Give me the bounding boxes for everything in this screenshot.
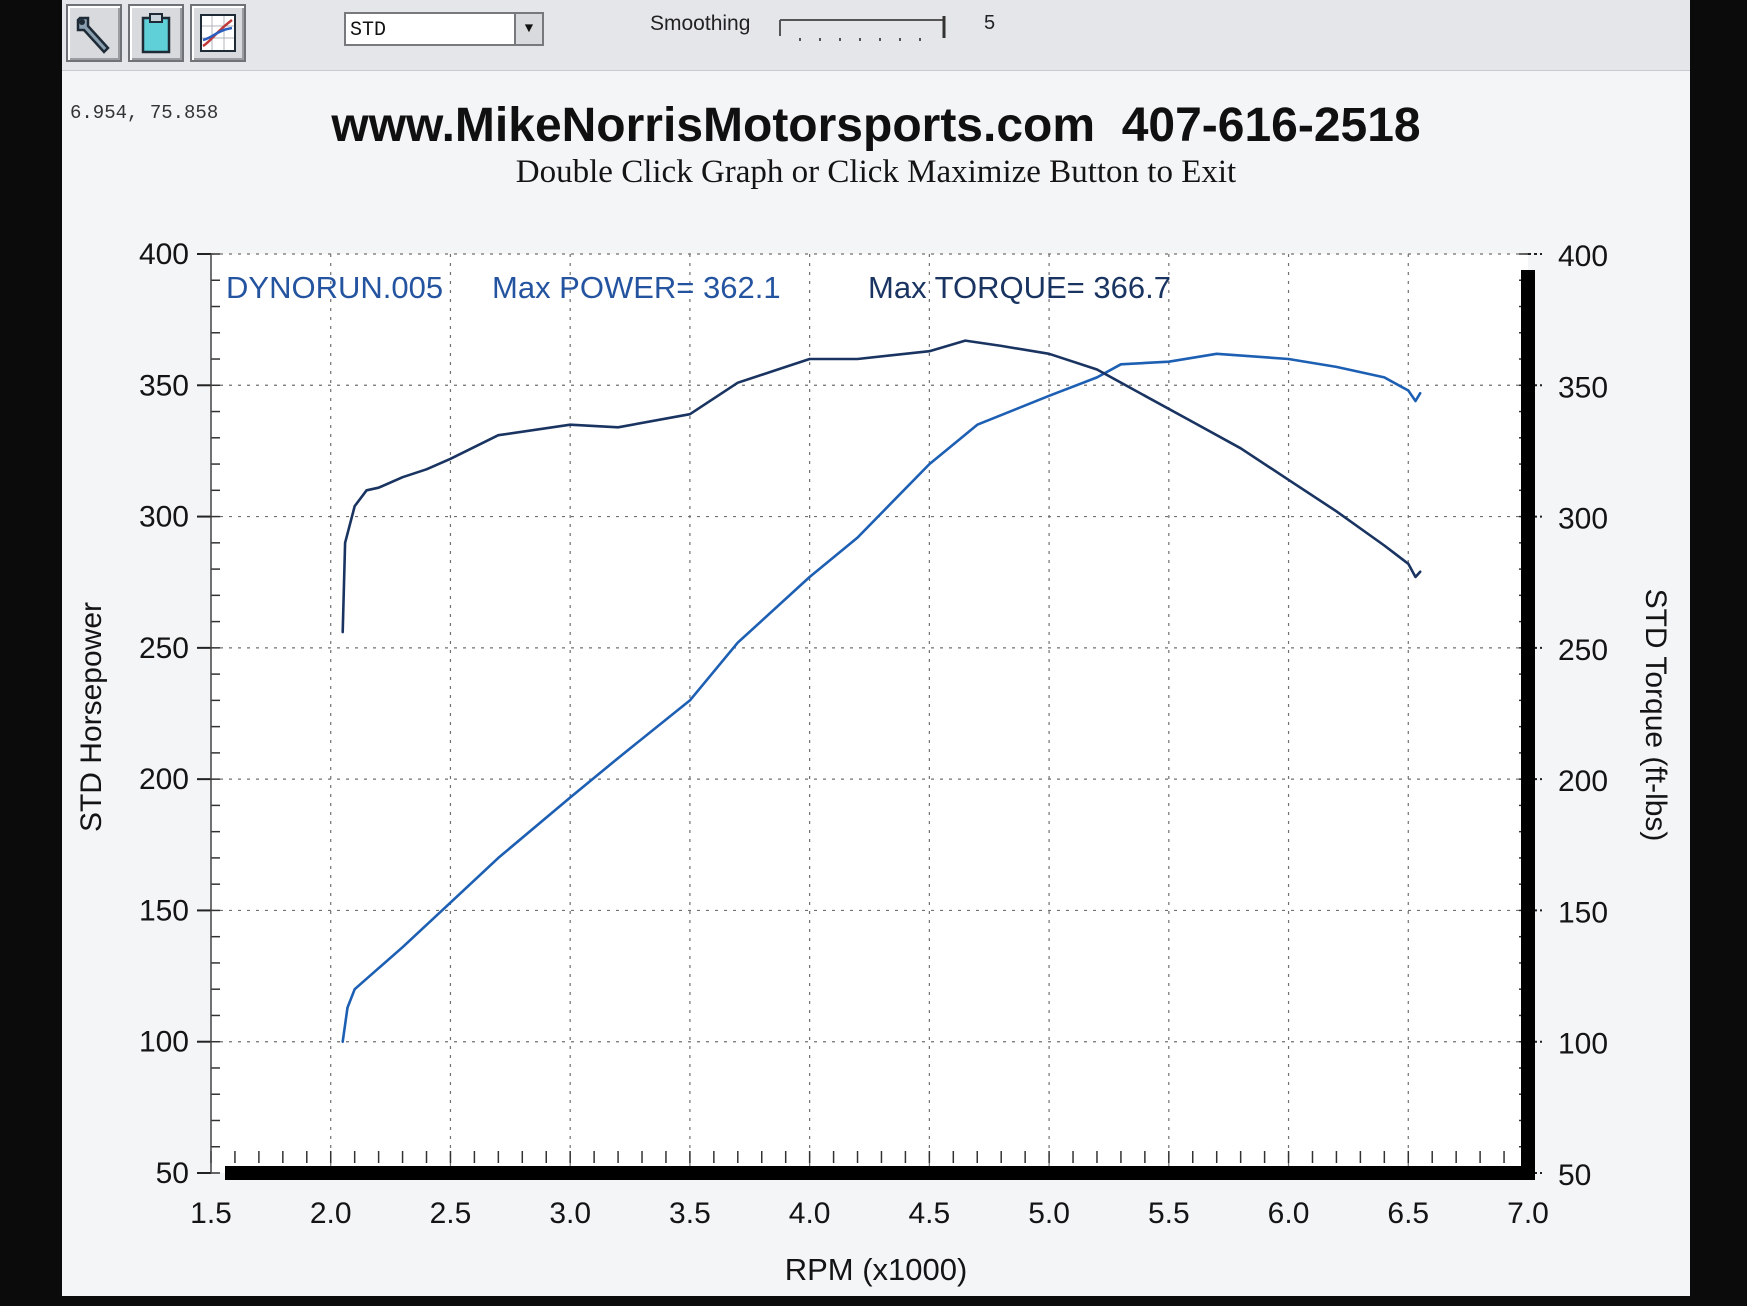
y-right-tick-label: 300: [1558, 503, 1608, 536]
plot-area: [211, 254, 1528, 1173]
y-left-tick-label: 150: [139, 894, 189, 927]
y-right-tick-label: 350: [1558, 371, 1608, 404]
y-left-tick-label: 50: [156, 1157, 189, 1190]
y-right-tick-labels: 50 100 150 200 250 300 350 400: [1558, 240, 1608, 1192]
y-axis-right-label: STD Torque (ft-lbs): [1639, 588, 1672, 842]
y-right-tick-label: 50: [1558, 1159, 1591, 1192]
clipboard-icon: [141, 13, 171, 54]
x-tick-label: 6.5: [1387, 1197, 1429, 1230]
x-tick-label: 2.0: [310, 1197, 352, 1230]
x-tick-label: 4.5: [909, 1197, 951, 1230]
y-left-tick-labels: 50 100 150 200 250 300 350 400: [139, 238, 189, 1190]
y-left-tick-label: 200: [139, 763, 189, 796]
x-tick-label: 7.0: [1507, 1197, 1549, 1230]
wrench-button[interactable]: [66, 4, 122, 62]
x-tick-label: 5.0: [1028, 1197, 1070, 1230]
smoothing-value: 5: [984, 12, 996, 34]
dyno-chart[interactable]: DYNORUN.005 Max POWER= 362.1 Max TORQUE=…: [62, 0, 1690, 1296]
graph-button[interactable]: [190, 4, 246, 62]
y-right-tick-label: 250: [1558, 634, 1608, 667]
horsepower-line: [341, 352, 1422, 1043]
axis-frame: [210, 254, 1535, 1180]
y-left-tick-label: 300: [139, 501, 189, 534]
mode-select-value: STD: [350, 19, 387, 42]
clipboard-button[interactable]: [128, 4, 184, 62]
series: [341, 339, 1422, 1043]
x-tick-label: 5.5: [1148, 1197, 1190, 1230]
dyno-window: STD ▼ Smoothing 5 6.954, 75.858 www.Mike…: [62, 0, 1690, 1296]
smoothing-label: Smoothing: [650, 12, 751, 35]
max-power-label: Max POWER= 362.1: [492, 270, 781, 305]
x-tick-label: 4.0: [789, 1197, 831, 1230]
y-left-tick-label: 250: [139, 632, 189, 665]
smoothing-slider[interactable]: [776, 14, 948, 44]
x-tick-label: 3.0: [549, 1197, 591, 1230]
cursor-coordinates: 6.954, 75.858: [70, 102, 219, 124]
x-tick-label: 6.0: [1268, 1197, 1310, 1230]
chevron-down-icon[interactable]: ▼: [514, 14, 542, 44]
chart-subtitle: Double Click Graph or Click Maximize But…: [515, 154, 1237, 190]
toolbar: STD ▼ Smoothing 5: [62, 0, 1690, 71]
y-right-tick-label: 400: [1558, 240, 1608, 273]
y-left-tick-label: 350: [139, 369, 189, 402]
wrench-icon: [76, 16, 110, 54]
y-right-tick-label: 150: [1558, 896, 1608, 929]
x-tick-label: 3.5: [669, 1197, 711, 1230]
y-right-tick-label: 100: [1558, 1028, 1608, 1061]
grid: [211, 253, 1528, 1173]
x-tick-labels: 1.5 2.0 2.5 3.0 3.5 4.0 4.5 5.0 5.5 6.0 6.5 7.0: [190, 1197, 1549, 1230]
x-tick-label: 2.5: [430, 1197, 472, 1230]
mode-select[interactable]: STD ▼: [344, 12, 544, 46]
graph-icon: [200, 14, 236, 52]
y-left-tick-label: 100: [139, 1026, 189, 1059]
y-right-tick-label: 200: [1558, 765, 1608, 798]
x-tick-label: 1.5: [190, 1197, 232, 1230]
y-axis-left-label: STD Horsepower: [75, 601, 108, 833]
y-left-tick-label: 400: [139, 238, 189, 271]
x-axis-label: RPM (x1000): [784, 1252, 968, 1287]
run-name-label: DYNORUN.005: [226, 270, 443, 305]
chart-title: www.MikeNorrisMotorsports.com 407-616-25…: [331, 99, 1421, 152]
max-torque-label: Max TORQUE= 366.7: [868, 270, 1171, 305]
torque-line: [341, 339, 1422, 634]
